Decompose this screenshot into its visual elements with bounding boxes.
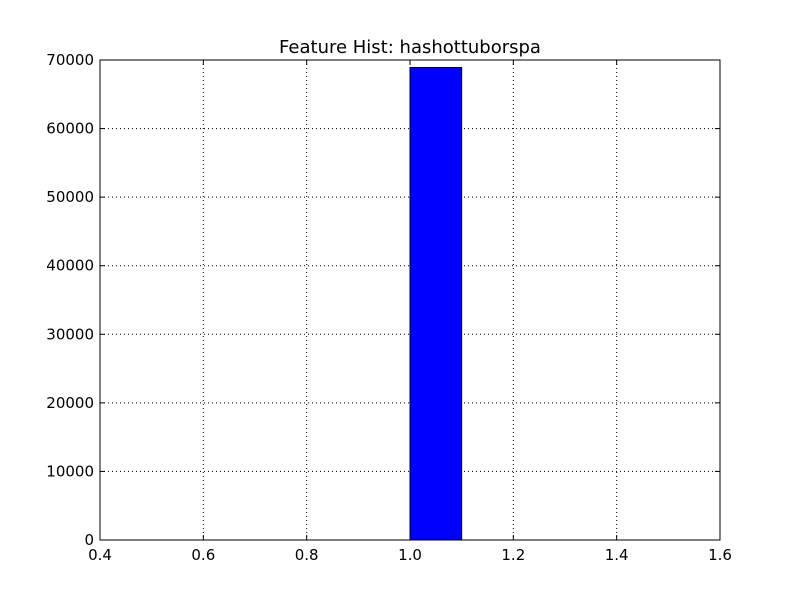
x-tick-label: 1.2 [501,546,525,564]
y-tick-label: 20000 [46,394,94,412]
y-tick-label: 60000 [46,120,94,138]
histogram-bar [409,67,463,541]
x-tick-label: 0.4 [88,546,112,564]
x-tick-label: 1.0 [398,546,422,564]
y-tick-label: 0 [84,531,94,549]
x-axis-tick-labels: 0.4 0.6 0.8 1.0 1.2 1.4 1.6 [88,546,732,564]
tick-marks [99,59,721,541]
bars [409,67,463,541]
y-tick-label: 50000 [46,188,94,206]
x-tick-label: 0.6 [191,546,215,564]
y-axis-tick-labels: 0 10000 20000 30000 40000 50000 60000 70000 [46,51,94,549]
x-tick-label: 0.8 [295,546,319,564]
y-tick-label: 10000 [46,462,94,480]
y-tick-label: 40000 [46,257,94,275]
x-tick-label: 1.4 [605,546,629,564]
chart-title: Feature Hist: hashottuborspa [279,37,541,58]
x-tick-label: 1.6 [708,546,732,564]
y-tick-label: 70000 [46,51,94,69]
y-tick-label: 30000 [46,325,94,343]
